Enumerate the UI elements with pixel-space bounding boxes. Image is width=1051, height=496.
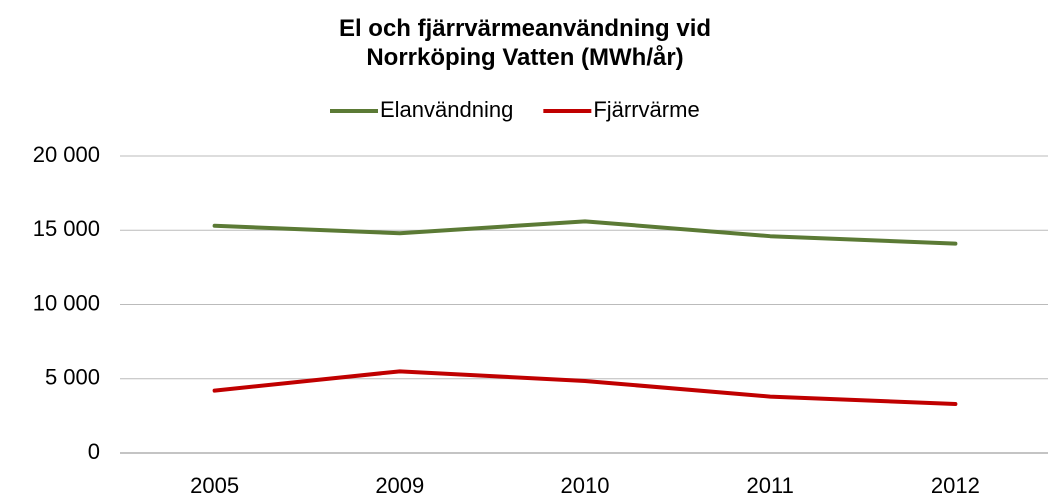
y-tick-label: 15 000 bbox=[33, 216, 100, 241]
legend-label: Elanvändning bbox=[380, 97, 513, 122]
series-line bbox=[212, 369, 958, 406]
y-tick-label: 0 bbox=[88, 439, 100, 464]
chart-title: El och fjärrvärmeanvändning vid Norrköpi… bbox=[338, 15, 712, 71]
x-tick-label: 2011 bbox=[747, 473, 794, 496]
y-tick-label: 20 000 bbox=[33, 142, 100, 167]
series-line bbox=[212, 219, 958, 246]
y-tick-label: 10 000 bbox=[33, 290, 100, 315]
x-tick-label: 2012 bbox=[931, 473, 980, 496]
legend-label: Fjärrvärme bbox=[593, 97, 699, 122]
x-tick-label: 2010 bbox=[561, 473, 610, 496]
x-tick-label: 2005 bbox=[190, 473, 239, 496]
y-tick-label: 5 000 bbox=[45, 365, 100, 390]
x-tick-label: 2009 bbox=[375, 473, 424, 496]
